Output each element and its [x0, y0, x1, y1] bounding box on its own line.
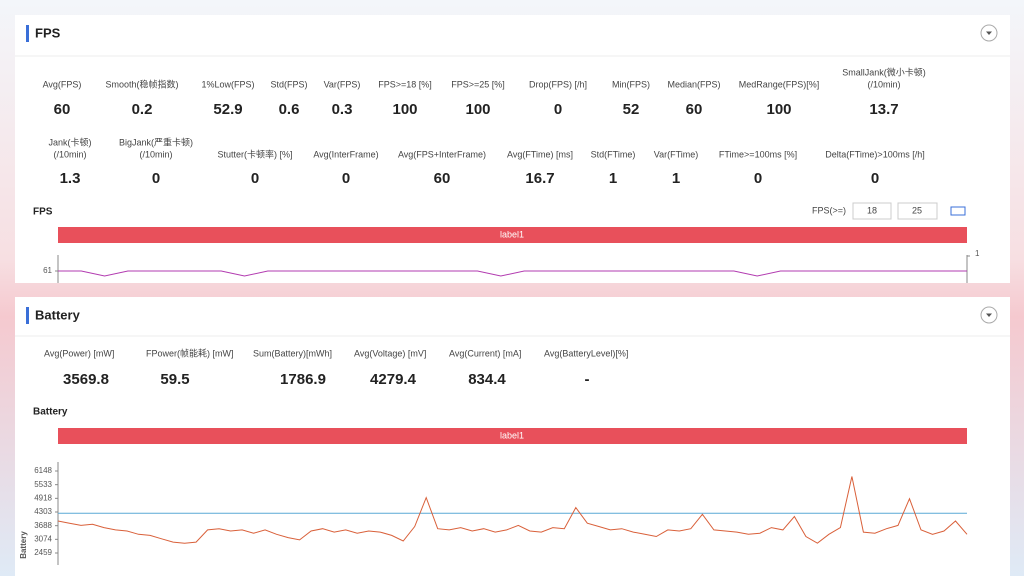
y-tick-label: 5533 — [34, 480, 52, 489]
metric-label: Avg(FPS+InterFrame) — [398, 149, 486, 159]
metric-value: 0 — [554, 101, 562, 118]
metric-label: Avg(Voltage) [mV] — [354, 348, 426, 358]
panel-title: Battery — [35, 307, 81, 322]
metric-label: Avg(BatteryLevel)[%] — [544, 348, 628, 358]
metric-label: Drop(FPS) [/h] — [529, 79, 587, 89]
metric-value: 100 — [392, 101, 417, 118]
metric-label: (/10min) — [53, 149, 86, 159]
band-label: label1 — [500, 430, 524, 440]
metric-label: Avg(InterFrame) — [313, 149, 378, 159]
metric-value: 0 — [754, 170, 762, 187]
panel-title: FPS — [35, 25, 61, 40]
metric-label: FPS>=25 [%] — [451, 79, 505, 89]
band-label: label1 — [500, 229, 524, 239]
filter-label: FPS(>=) — [812, 205, 846, 215]
collapse-icon — [986, 31, 992, 35]
header-accent — [26, 307, 29, 324]
y-tick-label: 3074 — [34, 534, 52, 543]
metric-label: Std(FPS) — [270, 79, 307, 89]
chart-title: FPS — [33, 207, 53, 218]
metric-label: FPS>=18 [%] — [378, 79, 432, 89]
filter-value: 25 — [912, 205, 922, 215]
metric-value: 16.7 — [525, 170, 554, 187]
metric-value: 0 — [871, 170, 879, 187]
metric-label: MedRange(FPS)[%] — [739, 79, 820, 89]
metric-label: Avg(Power) [mW] — [44, 348, 114, 358]
filter-input[interactable] — [852, 202, 892, 220]
y-tick-label: 3688 — [34, 521, 52, 530]
header-accent — [26, 25, 29, 42]
metric-value: 4279.4 — [370, 371, 417, 388]
collapse-icon — [986, 313, 992, 317]
label-band — [58, 428, 967, 444]
metric-value: 60 — [434, 170, 451, 187]
data-line — [57, 476, 968, 544]
metric-value: 52 — [623, 101, 640, 118]
metric-label: Smooth(稳帧指数) — [105, 78, 178, 89]
metric-label: Jank(卡顿) — [48, 136, 91, 147]
y-tick-label: 2459 — [34, 548, 52, 557]
fps-plot: 61 1 — [43, 249, 980, 283]
metric-label: Avg(FPS) — [43, 79, 82, 89]
metric-value: 0.2 — [132, 101, 153, 118]
metric-label: Avg(FTime) [ms] — [507, 149, 573, 159]
metric-value: 0 — [251, 170, 259, 187]
metric-value: 100 — [766, 101, 791, 118]
y-tick-label: 6148 — [34, 466, 52, 475]
chart-title: Battery — [33, 407, 68, 418]
y-tick-label: 61 — [43, 266, 52, 275]
y-tick-label: 4303 — [34, 507, 52, 516]
metric-value: 1 — [609, 170, 617, 187]
label-band — [58, 227, 967, 243]
metric-label: (/10min) — [139, 149, 172, 159]
metric-value: 0.3 — [332, 101, 353, 118]
metric-label: Std(FTime) — [591, 149, 636, 159]
metric-label: Min(FPS) — [612, 79, 650, 89]
metric-label: FPower(帧能耗) [mW] — [146, 347, 234, 358]
metric-value: 59.5 — [160, 371, 189, 388]
metric-label: Avg(Current) [mA] — [449, 348, 521, 358]
metric-label: Median(FPS) — [667, 79, 720, 89]
y-tick-label: 4918 — [34, 493, 52, 502]
y2-tick-label: 1 — [975, 249, 980, 258]
metric-label: FTime>=100ms [%] — [719, 149, 797, 159]
metric-value: 1 — [672, 170, 680, 187]
metric-label: Stutter(卡顿率) [%] — [217, 148, 292, 159]
metric-value: 3569.8 — [63, 371, 109, 388]
metric-label: Delta(FTime)>100ms [/h] — [825, 149, 924, 159]
metric-value: 1786.9 — [280, 371, 326, 388]
metric-label: BigJank(严重卡顿) — [119, 136, 193, 147]
filter-value: 18 — [867, 205, 877, 215]
metric-value: 13.7 — [869, 101, 898, 118]
metric-value: 60 — [54, 101, 71, 118]
metric-value: 0 — [342, 170, 350, 187]
metric-label: Sum(Battery)[mWh] — [253, 348, 332, 358]
data-line — [58, 270, 967, 277]
metric-value: 0 — [152, 170, 160, 187]
metric-label: 1%Low(FPS) — [201, 79, 254, 89]
metric-value: 60 — [686, 101, 703, 118]
metric-label: Var(FPS) — [324, 79, 361, 89]
metric-value: 834.4 — [468, 371, 506, 388]
metric-value: 52.9 — [213, 101, 242, 118]
metric-value: 100 — [465, 101, 490, 118]
settings-icon[interactable] — [950, 206, 966, 216]
metric-label: SmallJank(微小卡顿) — [842, 66, 926, 77]
metric-value: 0.6 — [279, 101, 300, 118]
metric-label: (/10min) — [867, 79, 900, 89]
y-axis-label: Battery — [19, 531, 28, 559]
filter-input[interactable] — [897, 202, 938, 220]
metric-label: Var(FTime) — [654, 149, 699, 159]
metric-value: 1.3 — [60, 170, 81, 187]
metric-value: - — [585, 371, 590, 388]
